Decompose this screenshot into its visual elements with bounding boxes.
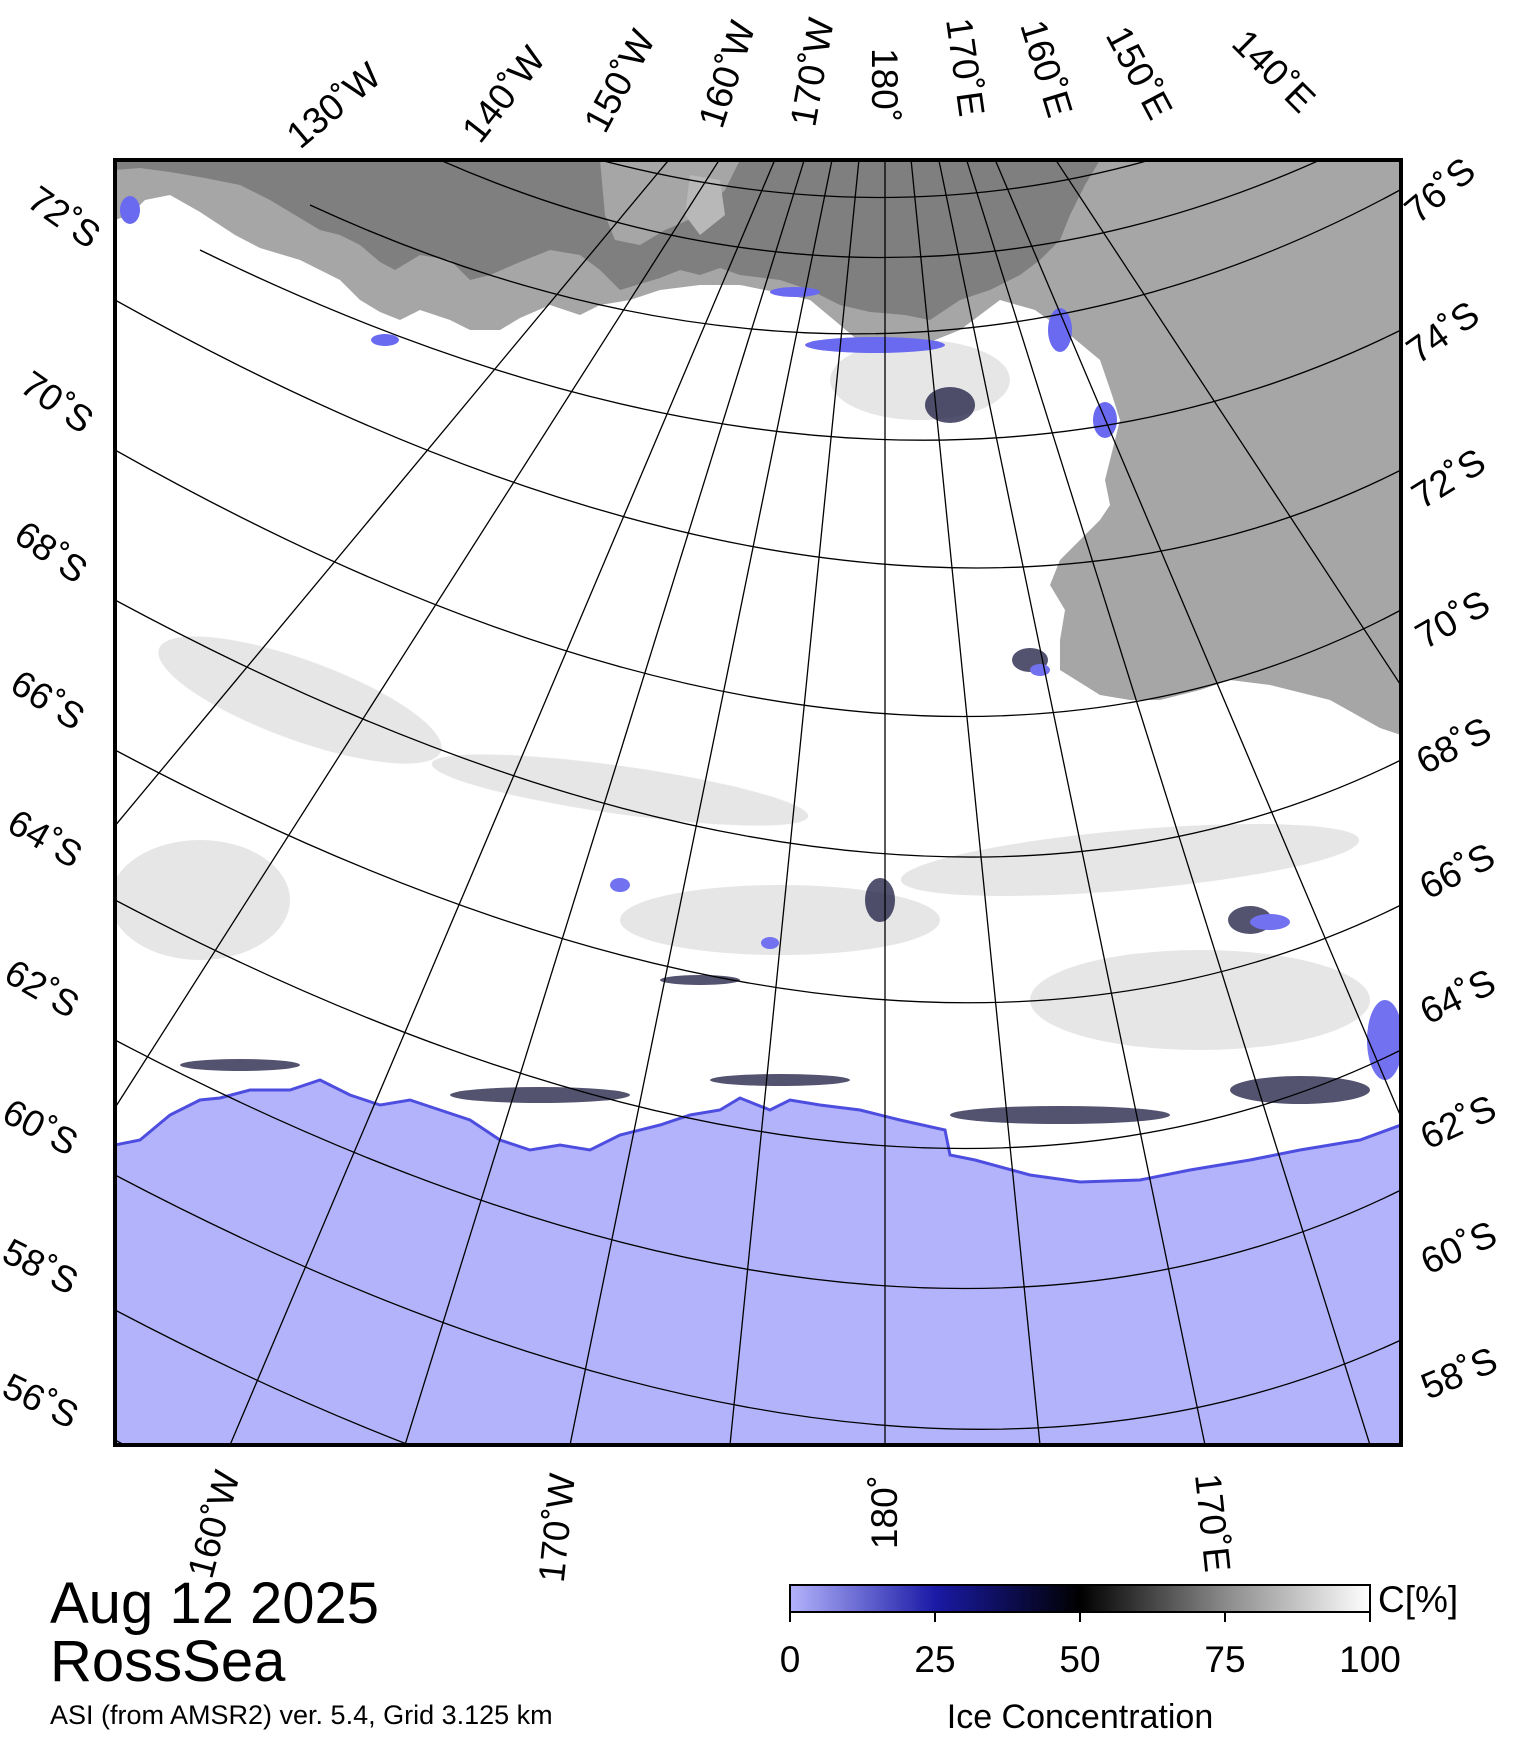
lat-label-right-72s: 72˚S [1405, 441, 1493, 517]
lat-label-right-58s: 58˚S [1415, 1339, 1503, 1407]
lat-label-right-70s: 70˚S [1409, 582, 1497, 657]
graticule-meridians [115, 160, 1401, 1445]
ice-concentration-texture [115, 340, 1370, 1050]
graticule-parallels [115, 160, 1401, 1445]
colorbar-tick-100: 100 [1339, 1639, 1401, 1680]
lon-label-bottom-160w: 160˚W [180, 1466, 248, 1582]
lat-label-right-60s: 60˚S [1415, 1213, 1503, 1282]
map-date-title: Aug 12 2025 [50, 1571, 379, 1636]
colorbar: 0 25 50 75 100 C[%] Ice Concentration [780, 1579, 1458, 1736]
lon-label-top-140w: 140˚W [454, 39, 553, 150]
colorbar-tick-0: 0 [780, 1639, 801, 1680]
map-frame [113, 158, 1403, 1447]
lon-label-top-170w: 170˚W [783, 15, 842, 130]
colorbar-tick-75: 75 [1204, 1639, 1245, 1680]
lat-label-left-70s: 70˚S [13, 363, 101, 441]
lon-label-bottom-170e: 170˚E [1187, 1472, 1238, 1574]
lat-label-left-56s: 56˚S [0, 1365, 85, 1436]
colorbar-unit: C[%] [1378, 1579, 1458, 1620]
sea-ice-area [115, 160, 1401, 1184]
lon-label-top-150w: 150˚W [576, 23, 663, 139]
bottom-longitude-labels: 160˚W 170˚W 180˚ 170˚E [180, 1466, 1238, 1584]
colorbar-tick-50: 50 [1059, 1639, 1100, 1680]
lon-label-top-170e: 170˚E [938, 15, 992, 118]
colorbar-label: Ice Concentration [947, 1698, 1214, 1736]
lon-label-top-130w: 130˚W [279, 55, 389, 157]
lon-label-top-160e: 160˚E [1012, 15, 1080, 121]
lat-label-left-58s: 58˚S [0, 1231, 85, 1303]
left-latitude-labels: 72˚S 70˚S 68˚S 66˚S 64˚S 62˚S 60˚S 58˚S … [0, 178, 108, 1436]
colorbar-gradient [789, 1584, 1371, 1613]
lon-label-top-140e: 140˚E [1224, 22, 1323, 121]
lon-label-top-180: 180˚ [864, 48, 905, 122]
lon-label-top-160w: 160˚W [691, 16, 764, 132]
top-longitude-labels: 130˚W 140˚W 150˚W 160˚W 170˚W 180˚ 170˚E… [279, 15, 1323, 156]
lon-label-bottom-180: 180˚ [864, 1475, 905, 1549]
lat-label-left-62s: 62˚S [0, 951, 86, 1026]
lat-label-right-68s: 68˚S [1410, 709, 1498, 782]
antarctica-land [115, 160, 1401, 735]
coastal-polynyas [120, 196, 1117, 438]
right-latitude-labels: 76˚S 74˚S 72˚S 70˚S 68˚S 66˚S 64˚S 62˚S … [1397, 149, 1503, 1407]
ice-shelf-light-patch-2 [685, 175, 725, 235]
open-water-leads [610, 664, 1401, 1080]
lon-label-bottom-170w: 170˚W [531, 1471, 583, 1584]
lat-label-left-72s: 72˚S [20, 178, 108, 256]
colorbar-tick-25: 25 [914, 1639, 955, 1680]
lon-label-top-150e: 150˚E [1098, 20, 1181, 126]
lat-label-left-64s: 64˚S [1, 801, 89, 876]
lat-label-left-66s: 66˚S [4, 662, 92, 738]
map-subtitle: ASI (from AMSR2) ver. 5.4, Grid 3.125 km [50, 1700, 553, 1730]
lat-label-right-62s: 62˚S [1414, 1087, 1502, 1157]
lat-label-right-74s: 74˚S [1399, 293, 1487, 371]
lat-label-left-68s: 68˚S [7, 513, 95, 591]
ross-ice-shelf [115, 160, 1100, 320]
lat-label-right-66s: 66˚S [1413, 835, 1501, 907]
map-region-title: RossSea [50, 1629, 286, 1694]
lat-label-left-60s: 60˚S [0, 1091, 85, 1164]
lat-label-right-76s: 76˚S [1397, 149, 1483, 231]
lat-label-right-64s: 64˚S [1414, 961, 1502, 1032]
